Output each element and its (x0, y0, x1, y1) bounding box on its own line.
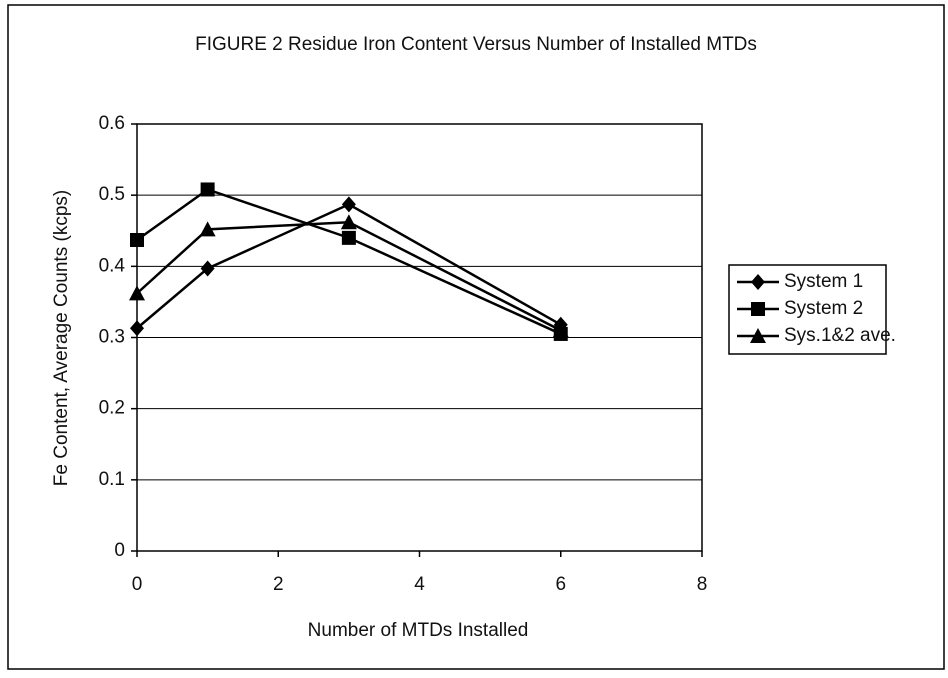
data-point (130, 233, 144, 248)
series-line (136, 188, 562, 336)
chart-title: FIGURE 2 Residue Iron Content Versus Num… (195, 34, 757, 55)
y-tick-label: 0.3 (99, 327, 125, 348)
legend-label: System 1 (784, 271, 863, 292)
x-tick-label: 0 (132, 574, 143, 595)
y-tick-label: 0.5 (99, 184, 125, 205)
x-tick-label: 6 (555, 574, 566, 595)
series-line (136, 203, 562, 330)
series-line (136, 220, 562, 332)
legend-label: Sys.1&2 ave. (784, 325, 896, 346)
data-point (341, 230, 356, 245)
x-tick-label: 4 (414, 574, 425, 595)
data-point (341, 196, 356, 213)
legend-marker (750, 328, 766, 343)
data-point (552, 322, 569, 338)
plot-border (136, 123, 703, 552)
y-tick-label: 0 (114, 540, 125, 561)
y-axis-label: Fe Content, Average Counts (kcps) (51, 190, 72, 486)
y-tick-label: 0.1 (99, 469, 125, 490)
data-point (130, 320, 144, 337)
x-tick-label: 2 (273, 574, 284, 595)
data-point (129, 285, 145, 301)
legend-marker (751, 302, 765, 316)
data-point (199, 221, 216, 237)
data-point (340, 214, 357, 230)
data-point (200, 182, 215, 197)
y-tick-label: 0.2 (99, 398, 125, 419)
x-axis-label: Number of MTDs Installed (308, 620, 529, 641)
data-point (200, 260, 215, 277)
legend-marker (751, 274, 765, 290)
legend-label: System 2 (784, 298, 863, 319)
y-tick-label: 0.4 (99, 255, 126, 276)
y-tick-label: 0.6 (99, 113, 125, 134)
x-tick-label: 8 (697, 574, 708, 595)
